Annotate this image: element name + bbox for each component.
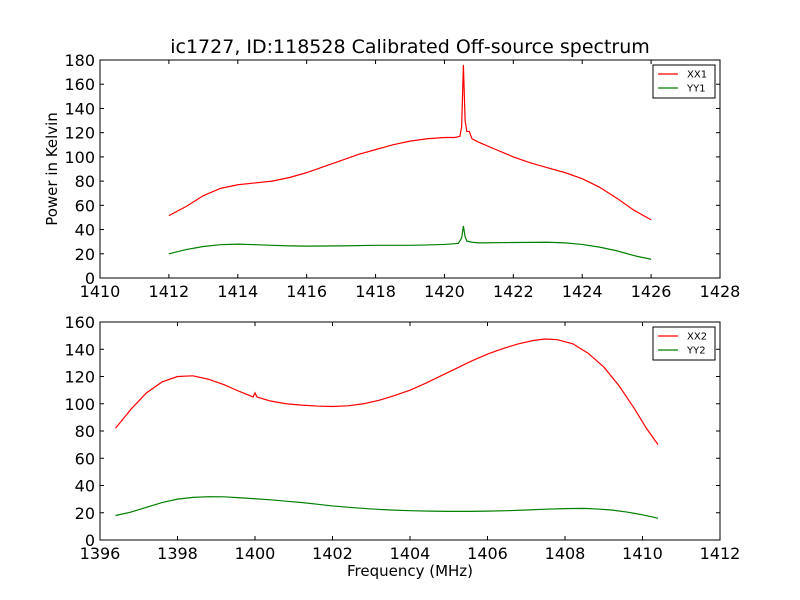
x-tick-label: 1400 [235,544,276,563]
y-tick-label: 60 [75,449,95,468]
x-tick-label: 1418 [355,282,396,301]
y-tick-label: 160 [64,75,95,94]
legend-label-xx2: XX2 [687,332,707,343]
legend-label-yy1: YY1 [686,84,706,95]
y-axis-label: Power in Kelvin [43,112,61,226]
y-tick-label: 140 [64,99,95,118]
x-tick-label: 1406 [467,544,508,563]
x-tick-label: 1420 [424,282,465,301]
x-tick-label: 1402 [312,544,353,563]
series-line-xx2 [115,338,659,445]
y-tick-label: 40 [75,221,95,240]
x-tick-label: 1396 [80,544,121,563]
y-tick-label: 20 [75,504,95,523]
x-tick-label: 1414 [217,282,258,301]
x-tick-label: 1426 [631,282,672,301]
y-tick-label: 80 [75,172,95,191]
x-tick-label: 1428 [700,282,741,301]
legend-box [652,64,716,99]
y-tick-label: 80 [75,422,95,441]
y-tick-label: 60 [75,196,95,215]
legend-label-xx1: XX1 [687,70,707,81]
y-tick-label: 180 [64,51,95,70]
y-tick-label: 20 [75,245,95,264]
y-tick-label: 100 [64,395,95,414]
series-line-xx1 [168,64,652,221]
x-tick-label: 1404 [390,544,431,563]
x-tick-label: 1422 [493,282,534,301]
x-tick-label: 1410 [622,544,663,563]
x-tick-label: 1408 [545,544,586,563]
x-tick-label: 1412 [149,282,190,301]
x-tick-label: 1410 [80,282,121,301]
x-tick-label: 1424 [562,282,603,301]
x-tick-label: 1412 [700,544,741,563]
legend-label-yy2: YY2 [686,346,706,357]
y-tick-label: 120 [64,124,95,143]
legend-box [652,326,716,361]
x-axis-label: Frequency (MHz) [347,562,473,580]
y-tick-label: 40 [75,477,95,496]
y-tick-label: 160 [64,313,95,332]
y-tick-label: 120 [64,368,95,387]
series-line-yy2 [115,496,659,519]
bottom-axes-frame [99,321,721,541]
y-tick-label: 100 [64,148,95,167]
bottom-chart: 1396 1398 1400 1402 1404 1406 1408 1410 1412 0 20 4… [64,313,740,563]
y-tick-label: 0 [85,531,95,550]
x-tick-label: 1398 [157,544,198,563]
figure-title: ic1727, ID:118528 Calibrated Off-source … [170,36,650,58]
series-line-yy1 [168,225,652,260]
top-axes-frame [99,59,721,279]
y-tick-label: 0 [85,269,95,288]
top-chart: 1410 1412 1414 1416 1418 1420 1422 1424 1426 1428… [64,51,740,301]
y-tick-label: 140 [64,340,95,359]
x-tick-label: 1416 [286,282,327,301]
